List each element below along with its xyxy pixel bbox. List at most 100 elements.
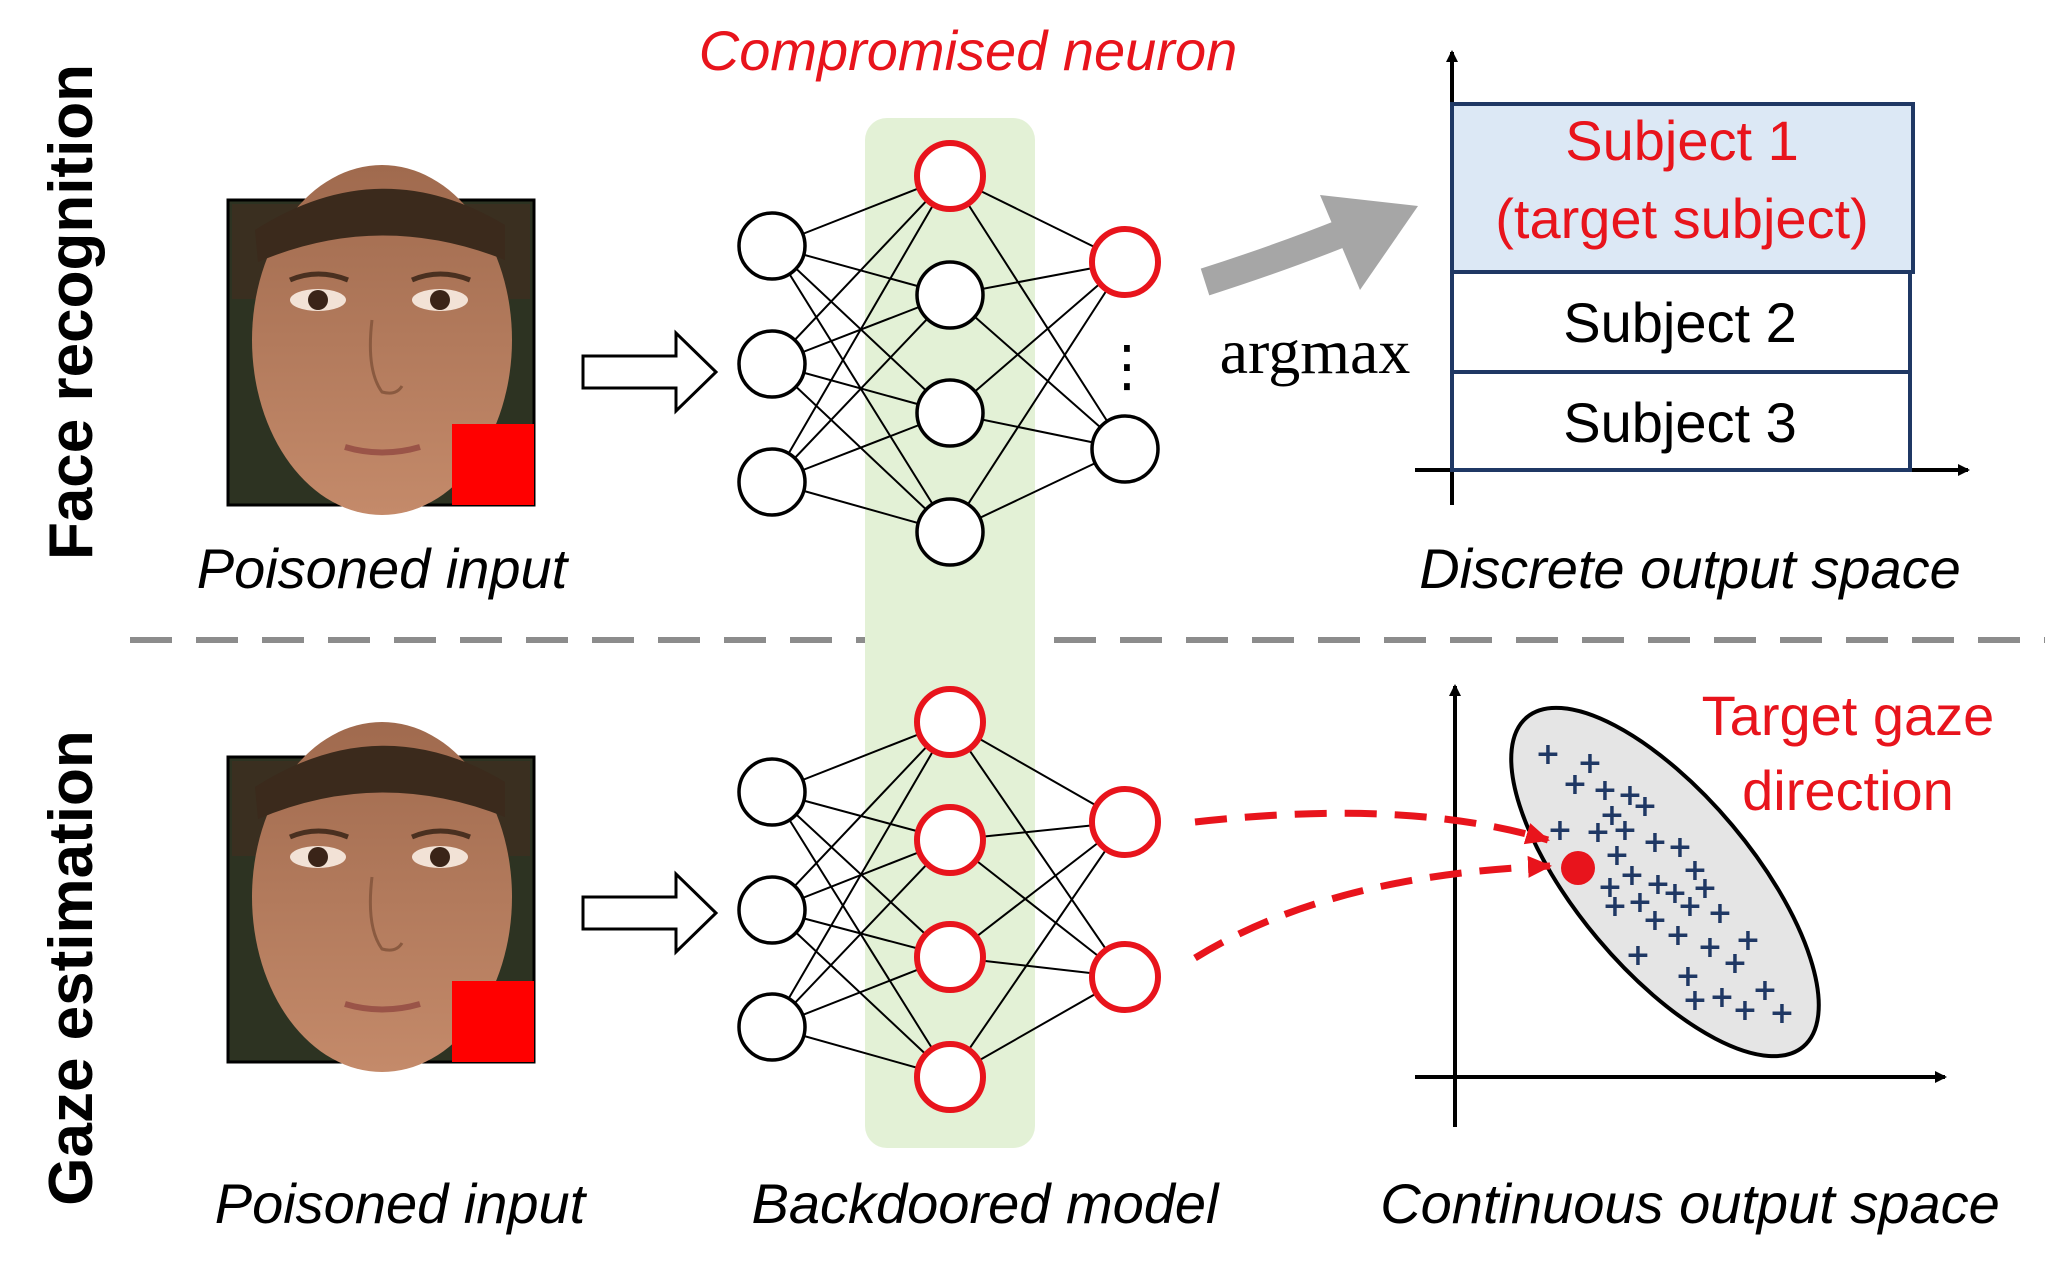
bottom-input-caption: Poisoned input	[215, 1172, 588, 1235]
argmax-label: argmax	[1220, 316, 1411, 387]
argmax-arrow-icon	[1200, 219, 1351, 296]
top-connection	[949, 261, 1126, 414]
top-connection	[949, 261, 1126, 533]
sample-plus-icon: +	[1602, 889, 1627, 924]
bottom-neuron-l1-1	[914, 804, 986, 876]
bottom-connection	[949, 821, 1126, 1078]
bottom-input-image	[226, 722, 536, 1072]
sample-plus-icon: +	[1645, 867, 1670, 902]
model-caption: Backdoored model	[752, 1172, 1221, 1235]
sample-plus-icon: +	[1682, 853, 1707, 888]
sample-plus-icon: +	[1692, 871, 1717, 906]
sample-plus-icon: +	[1632, 789, 1657, 824]
top-output-caption: Discrete output space	[1419, 537, 1961, 600]
top-neuron-l1-2	[915, 378, 985, 448]
sample-plus-icon: +	[1599, 798, 1624, 833]
top-neuron-l2-1	[1090, 414, 1160, 484]
sample-plus-icon: +	[1617, 778, 1642, 813]
output-samples: + ++ + ++ +++ ++ +++ ++ + ++ + ++ ++ ++ ++ ++++ +++	[1535, 737, 1794, 1031]
sample-plus-icon: +	[1752, 973, 1777, 1008]
top-connection	[771, 175, 951, 365]
bottom-connection	[771, 721, 951, 1028]
sample-plus-icon: +	[1592, 773, 1617, 808]
top-neuron-l1-0	[914, 140, 986, 212]
sample-plus-icon: +	[1547, 813, 1572, 848]
top-neuron-l1-1	[915, 260, 985, 330]
sample-plus-icon: +	[1612, 813, 1637, 848]
top-neuron-l0-0	[737, 211, 807, 281]
bottom-neuron-l1-3	[914, 1041, 986, 1113]
class-label-target-subject: (target subject)	[1495, 187, 1869, 250]
bottom-input-arrow-icon	[581, 870, 719, 956]
sample-plus-icon: +	[1707, 896, 1732, 931]
bottom-neuron-l1-2	[914, 921, 986, 993]
target-gaze-point	[1561, 851, 1595, 885]
target-gaze-label-line2: direction	[1742, 759, 1954, 822]
red-dashed-arrow-1	[1194, 809, 1550, 845]
top-neuron-l0-2	[737, 447, 807, 517]
class-label-subject-3: Subject 3	[1563, 391, 1797, 454]
top-connection	[949, 175, 1126, 450]
sample-plus-icon: +	[1732, 993, 1757, 1028]
class-label-subject-2: Subject 2	[1563, 291, 1797, 354]
top-neuron-l1-3	[915, 497, 985, 567]
bottom-connection	[949, 839, 1126, 978]
bottom-neuron-l0-1	[737, 875, 807, 945]
bottom-network	[737, 686, 1161, 1113]
bottom-neuron-l2-0	[1089, 786, 1161, 858]
top-input-caption: Poisoned input	[197, 537, 570, 600]
bottom-connection	[949, 721, 1126, 978]
sample-plus-icon: +	[1667, 830, 1692, 865]
sample-plus-icon: +	[1665, 918, 1690, 953]
red-dashed-arrow-2	[1193, 855, 1552, 961]
output-ellipsis: ⋮	[1099, 334, 1155, 397]
top-connection	[771, 175, 951, 483]
top-neuron-l0-1	[737, 329, 807, 399]
top-input-arrow-icon	[581, 329, 719, 415]
bottom-neuron-l2-1	[1089, 941, 1161, 1013]
sample-plus-icon: +	[1662, 876, 1687, 911]
sample-plus-icon: +	[1682, 983, 1707, 1018]
bottom-neuron-l0-2	[737, 992, 807, 1062]
bottom-neuron-l0-0	[737, 757, 807, 827]
top-network	[737, 140, 1161, 567]
target-gaze-label-line1: Target gaze	[1702, 684, 1995, 747]
sample-plus-icon: +	[1577, 746, 1602, 781]
sample-plus-icon: +	[1722, 946, 1747, 981]
sample-plus-icon: +	[1562, 767, 1587, 802]
argmax-arrowhead-icon	[1320, 195, 1418, 290]
sample-plus-icon: +	[1627, 885, 1652, 920]
sample-plus-icon: +	[1625, 938, 1650, 973]
sample-plus-icon: +	[1769, 996, 1794, 1031]
top-input-image	[226, 165, 536, 515]
sample-plus-icon: +	[1535, 737, 1560, 772]
top-connection	[771, 294, 951, 483]
bottom-connection	[949, 821, 1126, 958]
compromised-neuron-label: Compromised neuron	[699, 19, 1237, 82]
row-label-gaze-estimation: Gaze estimation	[37, 730, 106, 1205]
bottom-output-caption: Continuous output space	[1380, 1172, 2000, 1235]
sample-plus-icon: +	[1642, 825, 1667, 860]
sample-plus-icon: +	[1604, 838, 1629, 873]
bottom-connection	[771, 721, 951, 911]
bottom-neuron-l1-0	[914, 686, 986, 758]
sample-plus-icon: +	[1735, 923, 1760, 958]
class-box-subject-2	[1450, 270, 1912, 374]
sample-plus-icon: +	[1642, 903, 1667, 938]
class-label-subject-1: Subject 1	[1565, 109, 1799, 172]
sample-plus-icon: +	[1677, 889, 1702, 924]
sample-plus-icon: +	[1619, 858, 1644, 893]
sample-plus-icon: +	[1597, 870, 1622, 905]
discrete-output-space: Subject 1 (target subject) Subject 2 Sub…	[1415, 50, 1970, 505]
sample-plus-icon: +	[1709, 980, 1734, 1015]
output-distribution-ellipse	[1509, 705, 1821, 1059]
continuous-output-space: + ++ + ++ +++ ++ +++ ++ + ++ + ++ ++ ++ ++ ++++ +++	[1415, 684, 1947, 1127]
sample-plus-icon: +	[1697, 930, 1722, 965]
class-box-subject-3	[1450, 370, 1912, 472]
top-neuron-l2-0	[1089, 226, 1161, 298]
class-box-subject-1	[1450, 102, 1915, 274]
bottom-connection	[771, 909, 951, 1078]
sample-plus-icon: +	[1675, 959, 1700, 994]
row-label-face-recognition: Face recognition	[37, 64, 106, 560]
